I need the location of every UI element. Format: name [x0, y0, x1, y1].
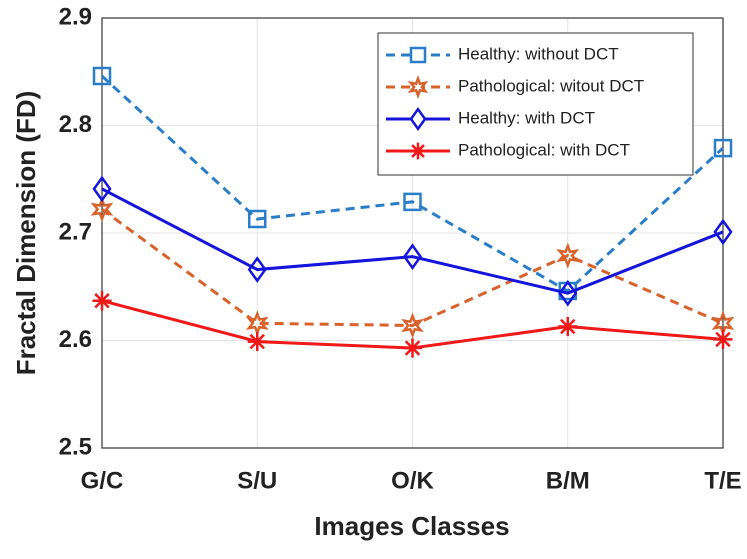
- x-tick-label: S/U: [237, 467, 277, 494]
- data-marker: [713, 329, 733, 350]
- data-marker: [90, 196, 114, 223]
- data-marker: [402, 338, 423, 358]
- series-line: [100, 74, 725, 293]
- data-marker: [558, 279, 578, 307]
- legend-label: Pathological: with DCT: [458, 140, 630, 159]
- data-marker: [92, 175, 112, 203]
- y-axis-label: Fractal Dimension (FD): [11, 91, 41, 376]
- data-marker: [401, 312, 424, 339]
- x-tick-label: G/C: [81, 467, 124, 494]
- x-tick-label: B/M: [546, 467, 590, 494]
- series-line: [101, 187, 724, 295]
- legend-marker: [409, 142, 427, 160]
- data-marker: [713, 138, 733, 158]
- data-marker: [556, 242, 580, 269]
- x-tick-label: O/K: [391, 467, 434, 494]
- series-line: [101, 208, 724, 327]
- data-marker: [92, 66, 112, 86]
- data-marker: [247, 256, 267, 283]
- legend-label: Healthy: with DCT: [458, 108, 595, 127]
- y-tick-label: 2.7: [59, 218, 92, 245]
- y-tick-label: 2.5: [59, 433, 92, 460]
- data-marker: [403, 192, 422, 212]
- y-tick-label: 2.9: [59, 3, 92, 30]
- data-marker: [713, 218, 733, 246]
- data-marker: [248, 209, 267, 229]
- y-tick-label: 2.8: [59, 111, 92, 138]
- x-tick-label: T/E: [704, 467, 741, 494]
- data-marker: [247, 331, 267, 352]
- y-tick-label: 2.6: [59, 326, 92, 353]
- legend-marker: [409, 107, 427, 131]
- legend-marker: [407, 75, 429, 99]
- legend-marker: [409, 46, 427, 64]
- x-axis-label: Images Classes: [314, 511, 509, 541]
- legend-label: Pathological: witout DCT: [458, 76, 644, 95]
- data-marker: [402, 243, 423, 271]
- data-marker: [92, 291, 112, 311]
- data-marker: [558, 316, 578, 337]
- legend-label: Healthy: without DCT: [458, 44, 619, 63]
